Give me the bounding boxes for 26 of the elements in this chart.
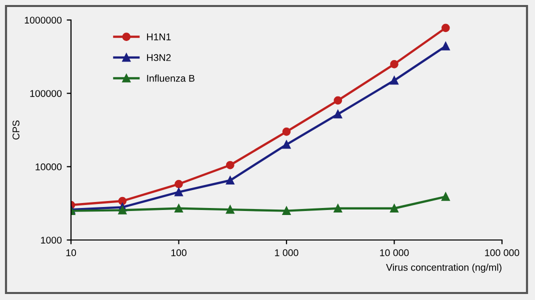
x-tick-label: 100 (171, 249, 186, 256)
point (441, 192, 450, 201)
legend-label: H1N1 (147, 34, 171, 40)
y-axis-title: CPS (12, 120, 20, 140)
point (441, 42, 450, 50)
x-axis-title: Virus concentration (ng/ml) (386, 264, 502, 273)
point (282, 140, 291, 149)
x-tick-label: 100 000 (485, 249, 520, 256)
point (174, 204, 183, 213)
legend-label: Influenza B (147, 74, 194, 82)
x-tick-label: 1 000 (275, 249, 298, 256)
x-tick-label: 10 000 (380, 249, 409, 256)
legend-label: H3N2 (147, 54, 171, 62)
point (441, 24, 450, 32)
point (174, 188, 183, 196)
y-tick-label: 10000 (36, 163, 62, 170)
x-tick-label: 10 (66, 249, 76, 256)
point (282, 128, 291, 136)
point (334, 96, 342, 105)
point (334, 204, 342, 213)
point (282, 206, 291, 215)
point (174, 180, 183, 188)
y-tick-label: 1000000 (24, 16, 62, 24)
y-tick-label: 100000 (30, 90, 62, 97)
point (334, 110, 342, 118)
y-tick-label: 1000 (41, 236, 62, 244)
